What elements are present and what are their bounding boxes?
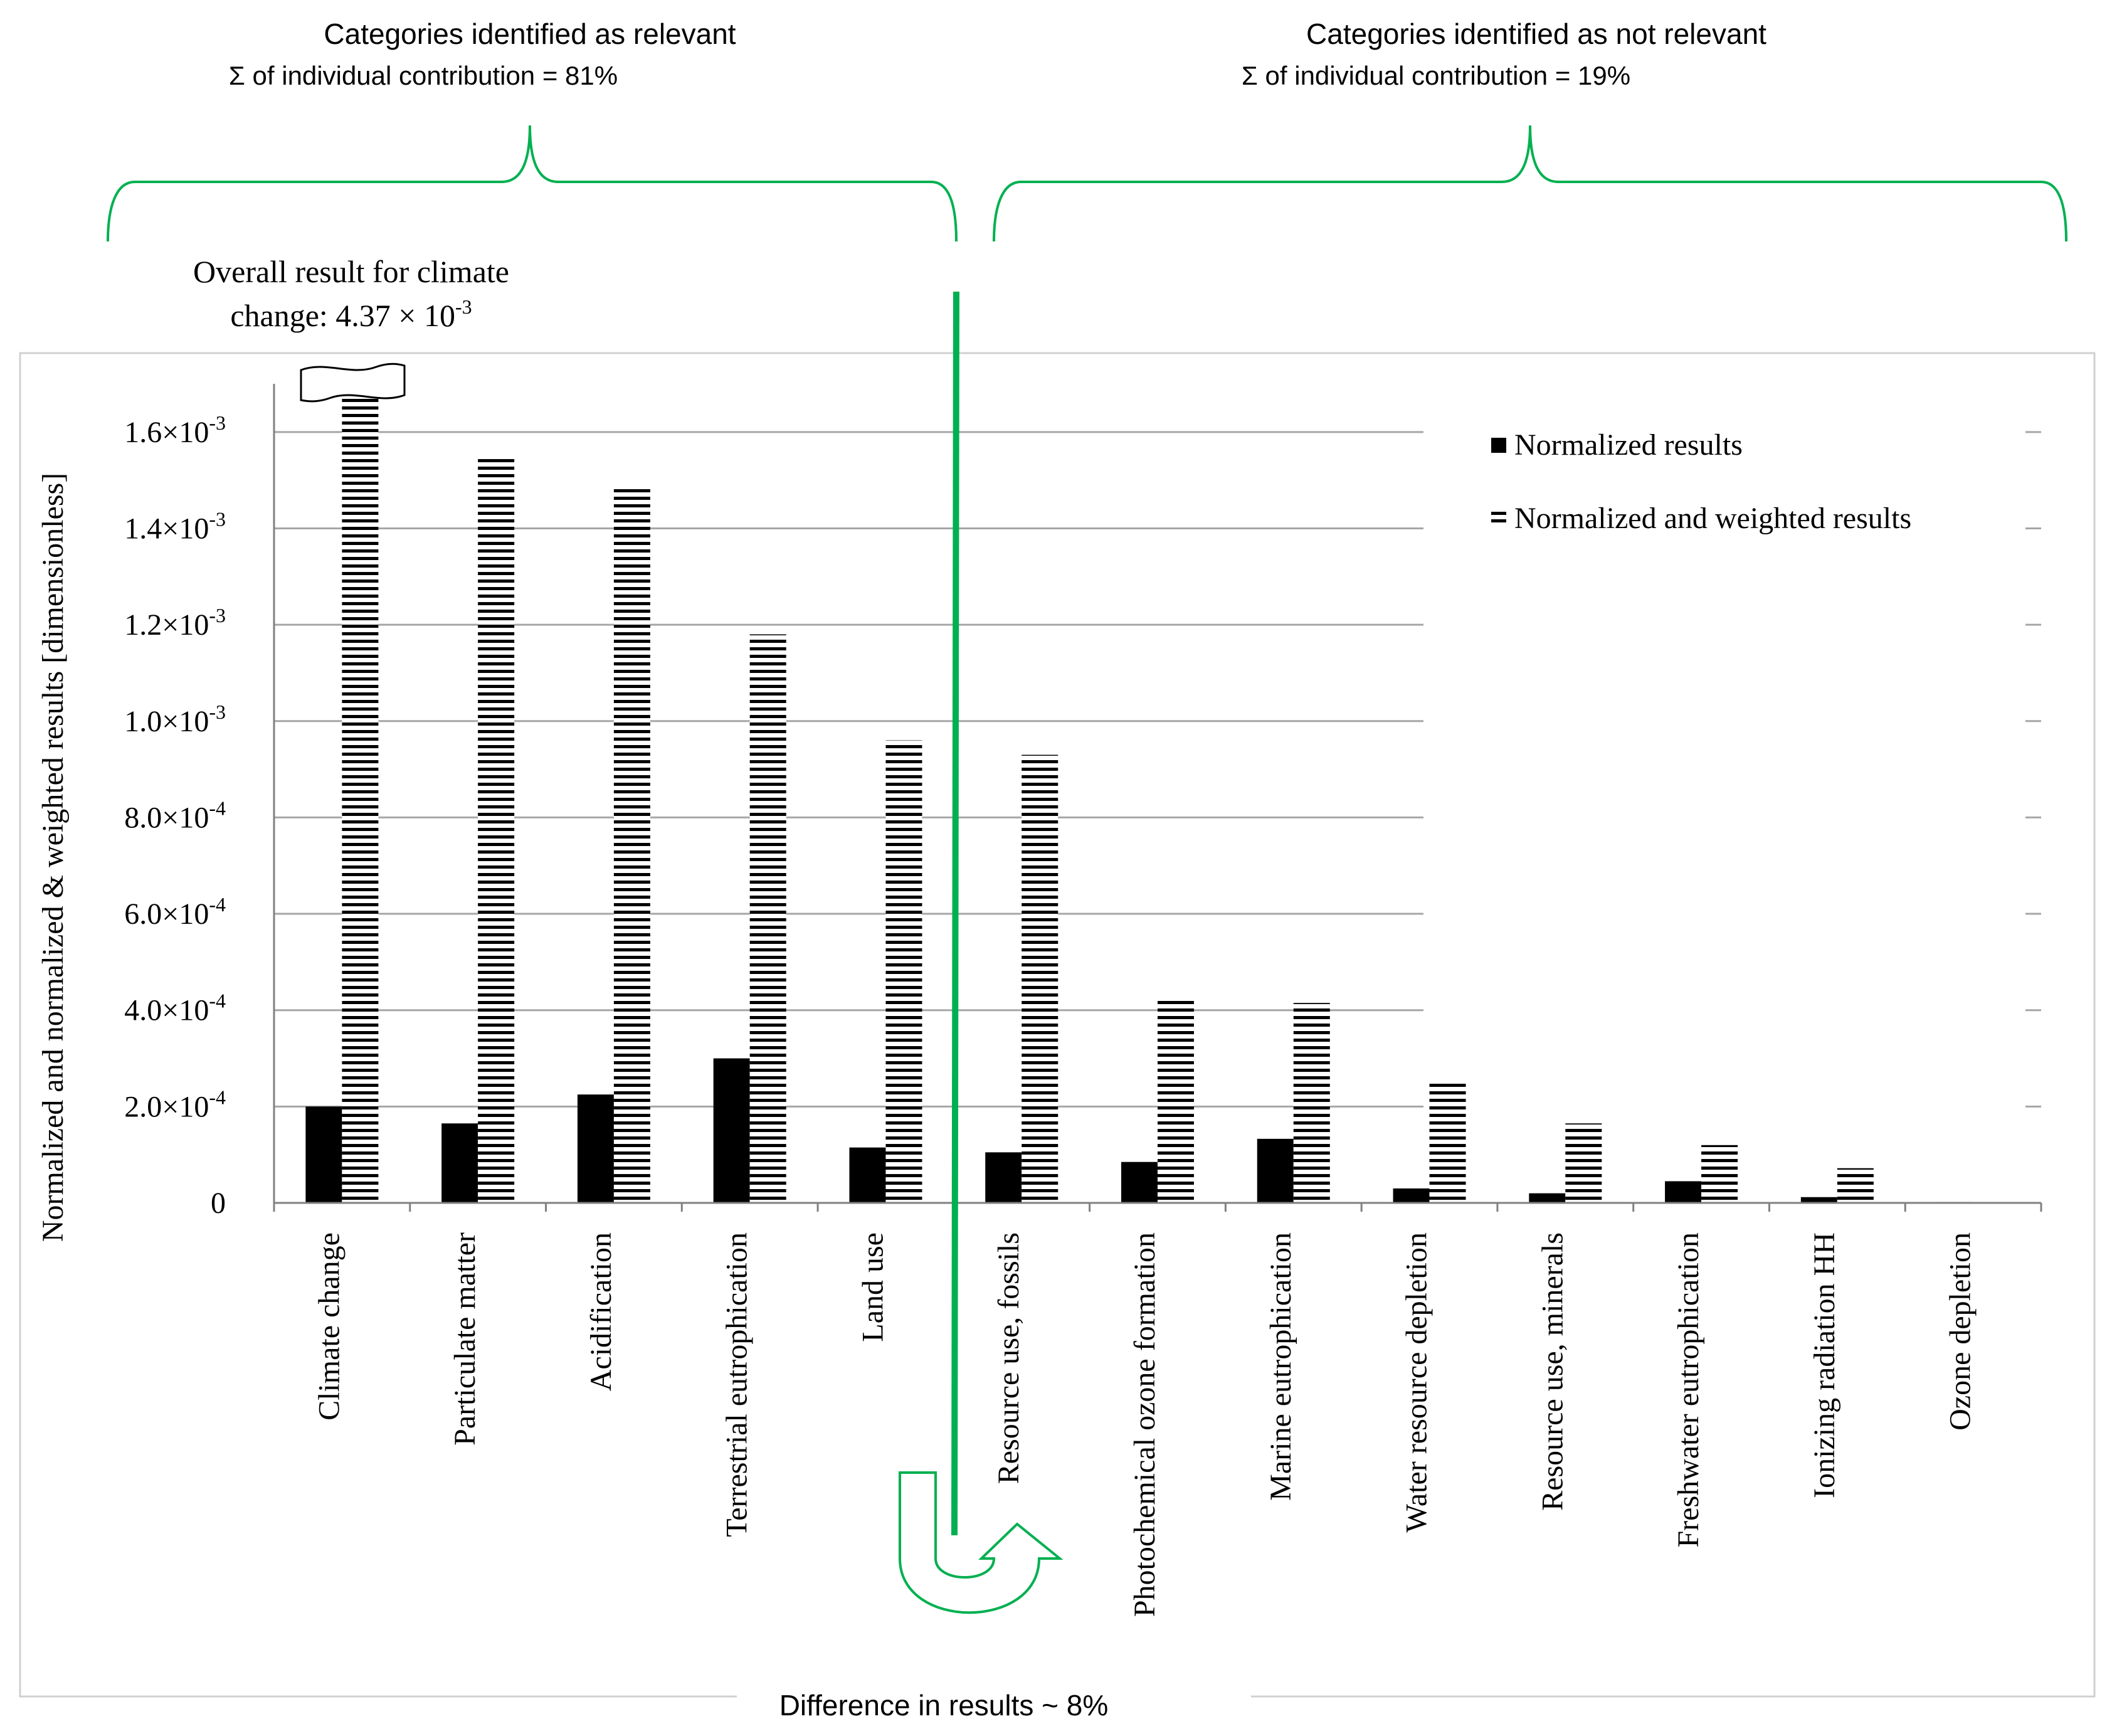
bar-weighted bbox=[1565, 1123, 1602, 1203]
legend-swatch-normalized bbox=[1491, 438, 1506, 453]
not-relevant-title: Categories identified as not relevant bbox=[1306, 18, 1766, 50]
relevant-subtitle: Σ of individual contribution = 81% bbox=[229, 61, 618, 90]
legend-label-weighted: Normalized and weighted results bbox=[1514, 502, 1911, 535]
y-tick-label: 1.4×10-3 bbox=[124, 507, 226, 545]
bar-normalized bbox=[1800, 1197, 1837, 1203]
bar-weighted bbox=[342, 384, 379, 1203]
bar-weighted bbox=[1429, 1082, 1466, 1203]
bar-weighted bbox=[1158, 998, 1194, 1203]
x-tick-label: Ionizing radiation HH bbox=[1808, 1232, 1841, 1498]
x-tick-label: Terrestrial eutrophication bbox=[721, 1232, 754, 1537]
relevant-title: Categories identified as relevant bbox=[324, 18, 736, 50]
x-tick-label: Freshwater eutrophication bbox=[1672, 1232, 1705, 1548]
x-tick-label: Particulate matter bbox=[448, 1232, 482, 1446]
relevant-brace bbox=[107, 125, 958, 242]
bar-normalized bbox=[1257, 1138, 1294, 1203]
bar-normalized bbox=[305, 1106, 342, 1203]
relevance-separator bbox=[951, 291, 959, 1536]
x-tick-label: Photochemical ozone formation bbox=[1128, 1232, 1161, 1617]
u-turn-arrow-icon bbox=[899, 1471, 1064, 1614]
not-relevant-brace bbox=[993, 125, 2067, 242]
bar-weighted bbox=[749, 634, 786, 1203]
bar-normalized bbox=[441, 1123, 478, 1203]
plot-frame bbox=[19, 352, 2096, 1698]
y-tick-label: 2.0×10-4 bbox=[124, 1086, 226, 1123]
bar-normalized bbox=[1529, 1193, 1566, 1203]
not-relevant-subtitle: Σ of individual contribution = 19% bbox=[1242, 61, 1630, 90]
bar-normalized bbox=[1121, 1162, 1158, 1203]
bar-weighted bbox=[1837, 1168, 1874, 1203]
x-tick-label: Climate change bbox=[312, 1232, 346, 1421]
x-tick-label: Acidification bbox=[584, 1232, 618, 1391]
y-tick-label: 6.0×10-4 bbox=[124, 893, 226, 931]
x-tick-label: Ozone depletion bbox=[1944, 1232, 1977, 1431]
bar-normalized bbox=[713, 1058, 750, 1203]
bar-normalized bbox=[1665, 1181, 1702, 1203]
bar-weighted bbox=[1293, 1003, 1330, 1203]
x-tick-label: Marine eutrophication bbox=[1264, 1232, 1297, 1501]
overall-result-line2: change: 4.37 × 10-3 bbox=[230, 295, 472, 333]
y-tick-label: 1.0×10-3 bbox=[124, 701, 226, 738]
legend-swatch-weighted bbox=[1491, 510, 1506, 525]
bar-normalized bbox=[849, 1147, 886, 1203]
legend: Normalized results Normalized and weight… bbox=[1491, 428, 1911, 535]
y-tick-label: 4.0×10-4 bbox=[124, 990, 226, 1027]
overall-result-line1: Overall result for climate bbox=[193, 254, 509, 289]
y-tick-label: 0 bbox=[211, 1187, 226, 1220]
x-tick-label: Land use bbox=[856, 1232, 889, 1342]
bar-weighted bbox=[478, 458, 515, 1204]
bar-normalized bbox=[985, 1152, 1022, 1203]
x-tick-label: Resource use, minerals bbox=[1536, 1232, 1569, 1511]
bar-normalized bbox=[1393, 1188, 1430, 1203]
x-tick-label: Water resource depletion bbox=[1400, 1232, 1434, 1533]
legend-label-normalized: Normalized results bbox=[1514, 428, 1743, 462]
clipped-bar-marker bbox=[300, 363, 406, 403]
y-tick-label: 8.0×10-4 bbox=[124, 797, 226, 834]
bar-weighted bbox=[885, 740, 922, 1203]
bar-weighted bbox=[613, 485, 650, 1204]
y-axis-title: Normalized and normalized & weighted res… bbox=[36, 473, 70, 1242]
y-tick-label: 1.6×10-3 bbox=[124, 411, 226, 449]
difference-label: Difference in results ~ 8% bbox=[779, 1689, 1109, 1722]
y-tick-label: 1.2×10-3 bbox=[124, 604, 226, 642]
bar-weighted bbox=[1022, 754, 1059, 1203]
bar-weighted bbox=[1701, 1145, 1738, 1203]
bar-normalized bbox=[577, 1094, 614, 1203]
x-tick-label: Resource use, fossils bbox=[992, 1232, 1025, 1484]
